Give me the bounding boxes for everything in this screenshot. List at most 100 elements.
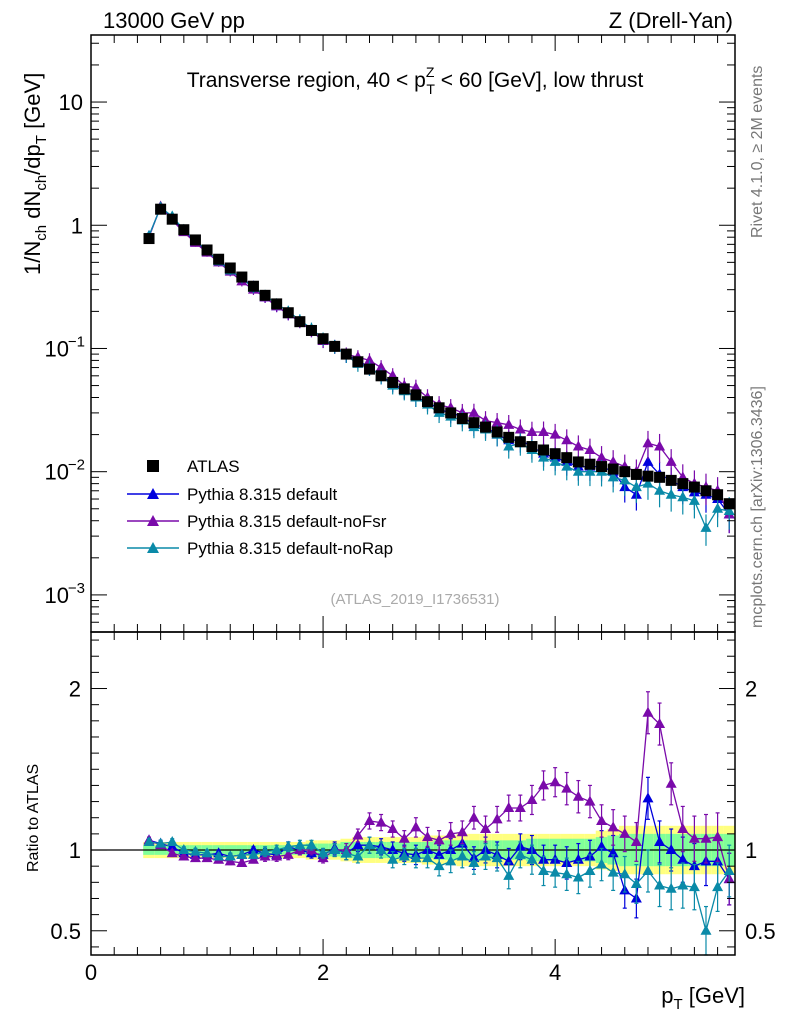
main-marker-atlas (305, 324, 317, 336)
main-marker-triangle (549, 428, 561, 439)
legend-label-norap: Pythia 8.315 default-noRap (187, 539, 393, 558)
main-marker-triangle (468, 406, 480, 417)
header-right: Z (Drell-Yan) (609, 8, 733, 33)
main-marker-triangle (538, 425, 550, 436)
main-title-part-b: < 60 [GeV], low thrust (435, 69, 644, 92)
ratio-xtick-label: 2 (317, 960, 329, 985)
main-marker-atlas (491, 426, 503, 438)
ratio-marker-triangle (538, 779, 550, 790)
ratio-xlabel: pT [GeV] (661, 983, 745, 1013)
main-marker-atlas (340, 348, 352, 360)
main-marker-atlas (468, 417, 480, 429)
main-marker-atlas (422, 396, 434, 408)
main-marker-triangle (642, 455, 654, 466)
main-marker-atlas (642, 470, 654, 482)
main-marker-triangle (607, 455, 619, 466)
ratio-marker-triangle (398, 850, 410, 861)
main-marker-atlas (630, 468, 642, 480)
ratio-marker-triangle (247, 848, 259, 859)
main-marker-atlas (317, 333, 329, 345)
ratio-marker-triangle (329, 844, 341, 855)
ratio-marker-triangle (363, 814, 375, 825)
main-marker-triangle (688, 494, 700, 505)
ratio-marker-triangle (445, 827, 457, 838)
ratio-marker-triangle (456, 850, 468, 861)
ratio-panel: 0.5 0.5 1 1 2 2 0 2 4 Ratio to ATLAS pT [GeV] (25, 631, 776, 1013)
ratio-marker-triangle (630, 877, 642, 888)
ratio-marker-triangle (561, 782, 573, 793)
ratio-marker-triangle (445, 855, 457, 866)
ratio-marker-triangle (387, 823, 399, 834)
main-marker-triangle (526, 425, 538, 436)
ratio-marker-triangle (433, 834, 445, 845)
main-marker-triangle (712, 502, 724, 513)
ratio-marker-triangle (282, 840, 294, 851)
ratio-marker-triangle (630, 835, 642, 846)
ratio-marker-triangle (445, 844, 457, 855)
main-marker-atlas (387, 376, 399, 388)
main-marker-atlas (282, 307, 294, 319)
main-marker-atlas (166, 213, 178, 225)
legend-marker-norap (147, 542, 159, 553)
ratio-marker-triangle (317, 847, 329, 858)
ratio-marker-triangle (677, 853, 689, 864)
ratio-marker-triangle (619, 827, 631, 838)
main-ytick-label: 10 (45, 583, 69, 608)
main-marker-atlas (607, 463, 619, 475)
ratio-marker-triangle (456, 826, 468, 837)
ratio-marker-triangle (596, 840, 608, 851)
main-marker-atlas (654, 471, 666, 483)
main-marker-triangle (619, 474, 631, 485)
ratio-ylabel: Ratio to ATLAS (25, 764, 42, 872)
main-marker-triangle (642, 437, 654, 448)
ratio-marker-triangle (189, 845, 201, 856)
main-marker-atlas (375, 370, 387, 382)
ratio-marker-triangle (480, 850, 492, 861)
main-marker-atlas (410, 389, 422, 401)
main-marker-atlas (271, 298, 283, 310)
ratio-marker-triangle (236, 856, 248, 867)
ratio-marker-triangle (468, 811, 480, 822)
ratio-marker-triangle (352, 839, 364, 850)
ratio-ytick-label-left: 0.5 (50, 919, 81, 944)
ratio-marker-triangle (677, 879, 689, 890)
main-marker-triangle (491, 416, 503, 427)
ratio-xtick-label: 0 (85, 960, 97, 985)
main-marker-atlas (247, 280, 259, 292)
ratio-marker-triangle (398, 832, 410, 843)
ratio-data-layer (91, 691, 735, 956)
ratio-marker-triangle (178, 850, 190, 861)
ratio-marker-triangle (143, 835, 155, 846)
ratio-marker-triangle (700, 832, 712, 843)
main-ytick-exponent: −2 (68, 457, 85, 474)
main-ytick-label: 10 (59, 90, 83, 115)
ratio-marker-triangle (491, 813, 503, 824)
main-ytick-label: 10 (45, 336, 69, 361)
main-marker-atlas (723, 498, 735, 510)
ratio-marker-triangle (189, 852, 201, 863)
ratio-marker-triangle (549, 866, 561, 877)
main-marker-atlas (503, 431, 515, 443)
main-marker-triangle (561, 434, 573, 445)
main-marker-atlas (352, 356, 364, 368)
ratio-marker-triangle (236, 848, 248, 859)
rivet-version-label: Rivet 4.1.0, ≥ 2M events (749, 66, 766, 238)
ratio-marker-triangle (607, 866, 619, 877)
ratio-marker-triangle (514, 848, 526, 859)
main-ylabel: 1/Nch dNch/dpT [GeV] (20, 73, 50, 275)
ratio-marker-triangle (596, 814, 608, 825)
ratio-marker-triangle (642, 706, 654, 717)
ratio-marker-triangle (723, 865, 735, 876)
ratio-marker-triangle (712, 881, 724, 892)
ratio-marker-triangle (665, 777, 677, 788)
main-title-sub: T (426, 81, 435, 97)
main-marker-triangle (584, 465, 596, 476)
ratio-marker-triangle (572, 871, 584, 882)
main-marker-triangle (514, 423, 526, 434)
legend: ATLAS Pythia 8.315 default Pythia 8.315 … (127, 457, 393, 558)
main-marker-triangle (572, 465, 584, 476)
ratio-marker-triangle (654, 879, 666, 890)
main-marker-triangle (700, 521, 712, 532)
main-marker-triangle (596, 451, 608, 462)
